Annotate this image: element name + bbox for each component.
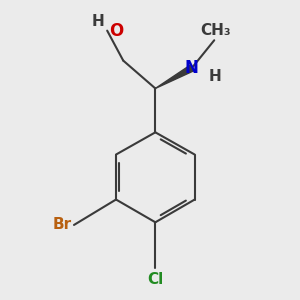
Text: Cl: Cl <box>147 272 164 286</box>
Text: CH₃: CH₃ <box>200 22 231 38</box>
Text: H: H <box>92 14 104 29</box>
Text: Br: Br <box>52 218 71 232</box>
Text: N: N <box>185 59 199 77</box>
Text: H: H <box>209 69 222 84</box>
Polygon shape <box>155 65 194 88</box>
Text: O: O <box>109 22 123 40</box>
